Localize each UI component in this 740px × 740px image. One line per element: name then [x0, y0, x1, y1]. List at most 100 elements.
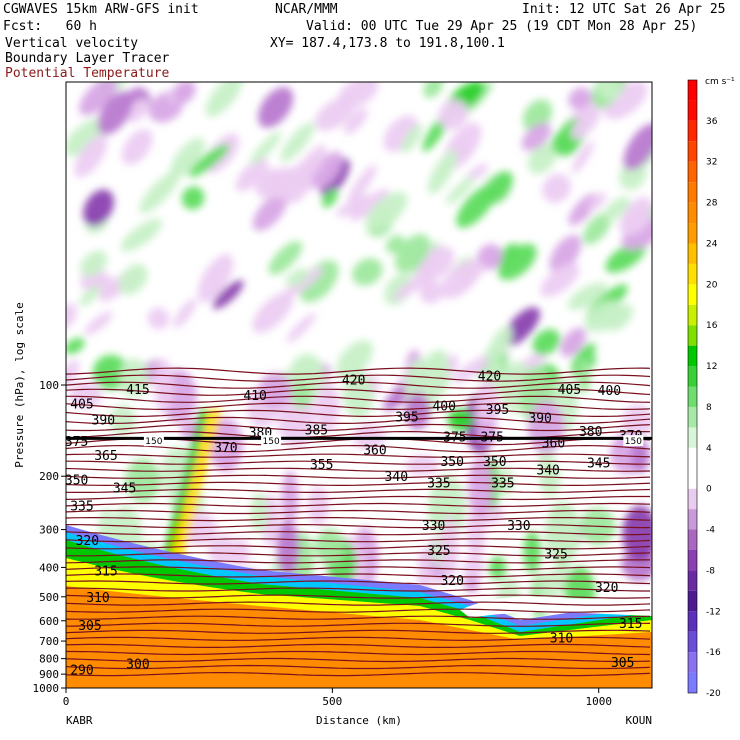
colorbar-swatch	[688, 590, 697, 612]
theta-label: 360	[542, 437, 565, 452]
velocity-cell	[438, 99, 469, 130]
cross-section-endpoints: XY= 187.4,173.8 to 191.8,100.1	[270, 36, 505, 51]
colorbar-swatch	[688, 468, 697, 489]
theta-label: 325	[544, 548, 567, 563]
velocity-cell	[307, 485, 329, 526]
theta-label: 345	[113, 482, 136, 497]
velocity-cell	[623, 123, 652, 171]
theta-contour	[66, 402, 651, 411]
theta-label: 350	[65, 473, 88, 488]
velocity-cell	[400, 124, 423, 153]
colorbar-swatch	[688, 284, 697, 305]
organization-label: NCAR/MMM	[275, 2, 338, 17]
colorbar-label: -16	[706, 648, 721, 658]
velocity-cell	[603, 82, 648, 120]
velocity-cell	[250, 492, 269, 533]
y-axis-label: Pressure (hPa), log scale	[13, 302, 26, 468]
theta-contour	[66, 622, 651, 627]
velocity-cell	[440, 516, 459, 579]
theta-label: 335	[427, 477, 450, 492]
velocity-cell	[452, 355, 492, 383]
velocity-cell	[181, 186, 205, 210]
velocity-cell	[250, 131, 282, 165]
model-title: CGWAVES 15km ARW-GFS init	[3, 2, 199, 17]
theta-label: 345	[587, 456, 610, 471]
velocity-cell	[255, 168, 285, 198]
velocity-cell	[173, 298, 197, 328]
y-tick-label: 300	[39, 524, 59, 537]
colorbar-label: 24	[706, 239, 718, 249]
theta-label: 310	[550, 631, 573, 646]
y-tick-label: 400	[39, 561, 59, 574]
colorbar-swatch	[688, 120, 697, 142]
colorbar-swatch	[688, 611, 697, 632]
velocity-cell	[119, 358, 149, 398]
theta-label: 320	[440, 574, 463, 589]
velocity-cell	[169, 138, 205, 179]
velocity-cell	[584, 300, 623, 333]
colorbar-swatch	[688, 652, 697, 673]
theta-contour	[66, 608, 651, 613]
theta-label: 360	[363, 443, 386, 458]
colorbar-swatch	[688, 488, 697, 510]
colorbar-label: 36	[706, 117, 718, 127]
velocity-cell	[297, 145, 327, 182]
colorbar-swatch	[688, 549, 697, 571]
field-vertical-velocity: Vertical velocity	[5, 36, 139, 51]
velocity-cell	[258, 86, 294, 128]
colorbar: 36 32 28 24 20 16 12 8 4 0 -4 -8 -12 -16 -20	[687, 79, 721, 699]
theta-label: 395	[486, 403, 509, 418]
velocity-cell	[483, 361, 501, 384]
colorbar-swatch	[688, 202, 697, 224]
theta-label: 375	[480, 431, 503, 446]
velocity-cell	[483, 171, 513, 205]
potential-temperature-labels: 415 405 390 375 365 350 345 335 320 315 310 305 300 2…	[65, 369, 644, 679]
theta-label: 390	[528, 411, 551, 426]
theta-contour	[66, 474, 651, 479]
colorbar-swatch	[688, 345, 697, 367]
velocity-cell	[497, 243, 537, 281]
x-axis-label: Distance (km)	[316, 714, 402, 727]
colorbar-units: cm s⁻¹	[705, 77, 735, 87]
velocity-cell	[97, 91, 134, 135]
tropopause-label: 150	[145, 437, 162, 447]
colorbar-swatch	[688, 325, 697, 346]
theta-contour	[66, 538, 651, 543]
theta-label: 315	[619, 617, 642, 632]
theta-contour	[66, 481, 651, 487]
velocity-cell	[312, 151, 344, 189]
colorbar-swatch	[688, 182, 697, 203]
velocity-cell	[445, 176, 475, 205]
colorbar-label: 20	[706, 280, 718, 290]
colorbar-swatch	[688, 223, 697, 244]
velocity-cell	[209, 418, 243, 472]
velocity-cell	[498, 467, 514, 497]
velocity-cell	[205, 82, 243, 117]
velocity-cell	[462, 556, 484, 578]
theta-contour	[66, 580, 651, 585]
velocity-updraft-plume	[162, 410, 208, 560]
x-tick-label: 1000	[585, 695, 612, 708]
velocity-cell	[79, 82, 118, 116]
velocity-cell	[532, 329, 561, 356]
velocity-cell	[314, 528, 346, 566]
velocity-cell	[394, 234, 430, 273]
theta-contour	[66, 509, 651, 515]
colorbar-label: -12	[706, 607, 721, 617]
velocity-cell	[147, 307, 170, 330]
velocity-cell	[568, 87, 592, 110]
theta-label: 405	[70, 397, 93, 412]
velocity-cell	[619, 206, 651, 236]
velocity-cell	[596, 82, 621, 101]
theta-label: 400	[432, 400, 455, 415]
velocity-cell	[79, 285, 101, 307]
velocity-cell	[603, 196, 630, 222]
velocity-cell	[440, 259, 482, 299]
colorbar-swatch	[688, 161, 697, 183]
velocity-cell	[84, 311, 113, 336]
velocity-cell	[588, 192, 607, 212]
velocity-cell	[208, 534, 236, 568]
field-boundary-layer-tracer: Boundary Layer Tracer	[5, 51, 170, 66]
y-tick-label: 200	[39, 470, 59, 483]
velocity-cell	[83, 189, 114, 227]
